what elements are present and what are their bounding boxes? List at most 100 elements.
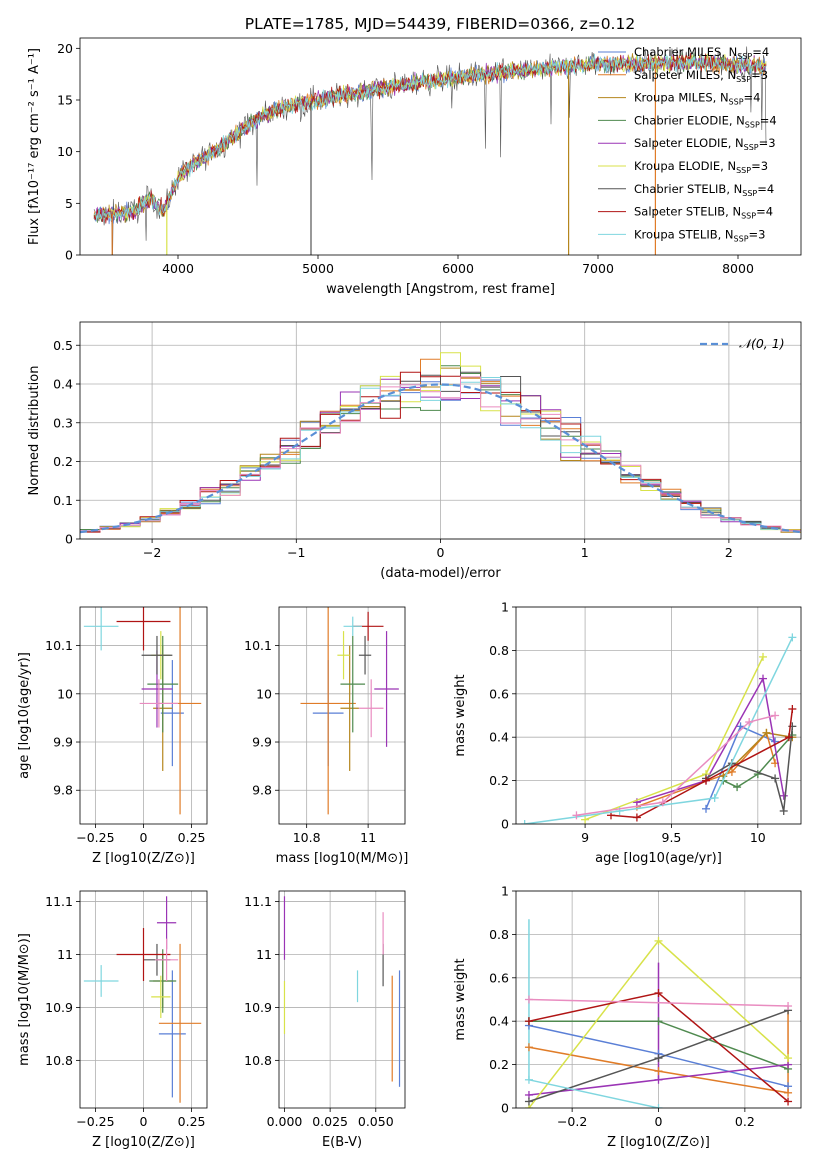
data-point (340, 635, 366, 733)
series-path (524, 637, 794, 824)
grid-lines (279, 607, 405, 824)
y-tick-label: 1 (501, 884, 509, 899)
y-tick-label: 0.2 (53, 454, 73, 469)
y-axis-label: mass weight (453, 958, 468, 1040)
data-point (116, 928, 171, 981)
data-point (116, 607, 171, 651)
x-tick-label: 2 (725, 545, 733, 560)
plus-marker (727, 767, 736, 776)
x-tick-label: 10.8 (293, 830, 321, 845)
residuals-histogram-panel: −2 −1 0 1 2 0 0.1 0.2 0.3 0.4 0.5 (data-model)/erro… (27, 321, 802, 581)
plus-marker (736, 722, 745, 731)
plus-marker (654, 936, 663, 945)
y-axis-label: age [log10(age/yr)] (17, 652, 32, 779)
legend-entry: Kroupa ELODIE, NSSP=3 (634, 159, 768, 175)
series-line (607, 704, 797, 822)
y-tick-label: 0.6 (489, 970, 509, 985)
y-tick-label: 0.2 (489, 773, 509, 788)
x-tick-label: 0.000 (267, 1114, 303, 1129)
data-point (158, 943, 202, 1103)
y-tick-label: 0.4 (489, 1014, 509, 1029)
plus-marker (581, 815, 590, 824)
y-tick-label: 0.5 (53, 338, 73, 353)
axes-frame (79, 37, 802, 256)
data-point (340, 645, 359, 771)
y-axis-label: Normed distribution (27, 366, 42, 496)
data-point (358, 635, 372, 675)
series-path (636, 731, 776, 808)
y-tick-label: 10.1 (45, 638, 73, 653)
plus-marker (759, 674, 767, 683)
y-tick-label: 0 (501, 817, 509, 832)
plus-marker (733, 783, 742, 792)
y-axis-label: Flux [fλ10⁻¹⁷ erg cm⁻² s⁻¹ A⁻¹] (27, 48, 42, 245)
legend-entry: Kroupa MILES, NSSP=4 (634, 91, 760, 107)
plot-area (93, 46, 767, 255)
y-tick-label: 5 (65, 196, 73, 211)
y-tick-label: 0.4 (489, 730, 509, 745)
axes-frame (278, 890, 406, 1109)
plus-marker (654, 1075, 663, 1084)
plus-marker (520, 820, 529, 824)
series-line (524, 1075, 663, 1108)
series-line (581, 652, 767, 824)
plus-marker (779, 791, 788, 800)
legend-entry: Salpeter ELODIE, NSSP=3 (634, 136, 776, 152)
x-tick-label: −0.25 (76, 1114, 114, 1129)
plot-area (80, 352, 801, 534)
massweight-vs-metallicity-panel: −0.2 0 0.2 0 0.2 0.4 0.6 0.8 1 Z [log10(Z/Z⊙)] mas… (453, 884, 802, 1150)
data-point (300, 607, 356, 815)
y-tick-label: 20 (57, 41, 73, 56)
y-tick-label: 0.2 (489, 1057, 509, 1072)
x-tick-label: 0.25 (178, 1114, 206, 1129)
y-tick-label: 0.6 (489, 686, 509, 701)
y-tick-label: 0 (501, 1101, 509, 1116)
plus-marker (654, 1067, 663, 1076)
axes-frame (515, 890, 802, 1109)
series-path (528, 1079, 659, 1108)
x-tick-label: 0.2 (735, 1114, 755, 1129)
age-vs-mass-panel: 10.8 11 9.8 9.9 10 10.1 mass [log10(M/M⊙)] (244, 606, 408, 866)
y-tick-label: 10.1 (244, 638, 272, 653)
x-tick-label: 0.25 (178, 830, 206, 845)
series-path (528, 998, 789, 1007)
data-point (139, 679, 179, 728)
y-tick-label: 0 (65, 248, 73, 263)
y-tick-label: 0.4 (53, 377, 73, 392)
y-tick-label: 9.9 (53, 735, 73, 750)
plot-area (283, 896, 401, 1087)
series-line (520, 633, 797, 824)
x-tick-label: 0.050 (358, 1114, 394, 1129)
axes-frame (515, 606, 802, 825)
plus-marker (771, 711, 780, 720)
x-tick-label: −0.25 (76, 830, 114, 845)
axes-frame (278, 606, 406, 825)
data-point (83, 607, 119, 651)
plus-marker (654, 1054, 663, 1063)
series-line (524, 1043, 793, 1097)
plot-area (520, 633, 797, 824)
y-tick-label: 11.1 (244, 894, 272, 909)
y-tick-label: 0 (65, 532, 73, 547)
x-axis-label: wavelength [Angstrom, rest frame] (326, 282, 555, 297)
series-line (524, 936, 793, 1108)
y-tick-label: 1 (501, 600, 509, 615)
plus-marker (702, 776, 710, 785)
x-tick-label: 11 (360, 830, 376, 845)
y-tick-label: 11 (256, 947, 272, 962)
plus-marker (779, 806, 788, 815)
y-tick-label: 10 (57, 144, 73, 159)
plus-marker (702, 804, 710, 813)
series-path (636, 676, 785, 804)
plus-marker (658, 798, 667, 807)
plus-marker (745, 718, 754, 727)
plus-marker (784, 1097, 793, 1106)
series-line (632, 728, 780, 811)
grid-lines (279, 891, 405, 1108)
y-tick-label: 10 (256, 686, 272, 701)
spectrum-series-line (93, 54, 767, 222)
axes-frame (79, 321, 802, 540)
normal-curve (80, 383, 801, 534)
plus-marker (524, 1043, 533, 1052)
mass-vs-ebv-panel: 0.000 0.025 0.050 10.8 10.9 11 11.1 E(B-V) (244, 890, 406, 1150)
